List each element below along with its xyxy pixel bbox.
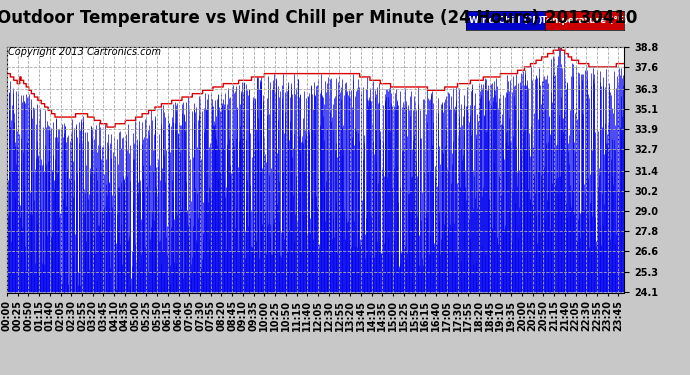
Text: Wind Chill (°F): Wind Chill (°F) [469, 16, 542, 25]
Text: Outdoor Temperature vs Wind Chill per Minute (24 Hours) 20130410: Outdoor Temperature vs Wind Chill per Mi… [0, 9, 638, 27]
Text: Temperature (°F): Temperature (°F) [541, 16, 629, 25]
Text: Copyright 2013 Cartronics.com: Copyright 2013 Cartronics.com [8, 47, 161, 57]
